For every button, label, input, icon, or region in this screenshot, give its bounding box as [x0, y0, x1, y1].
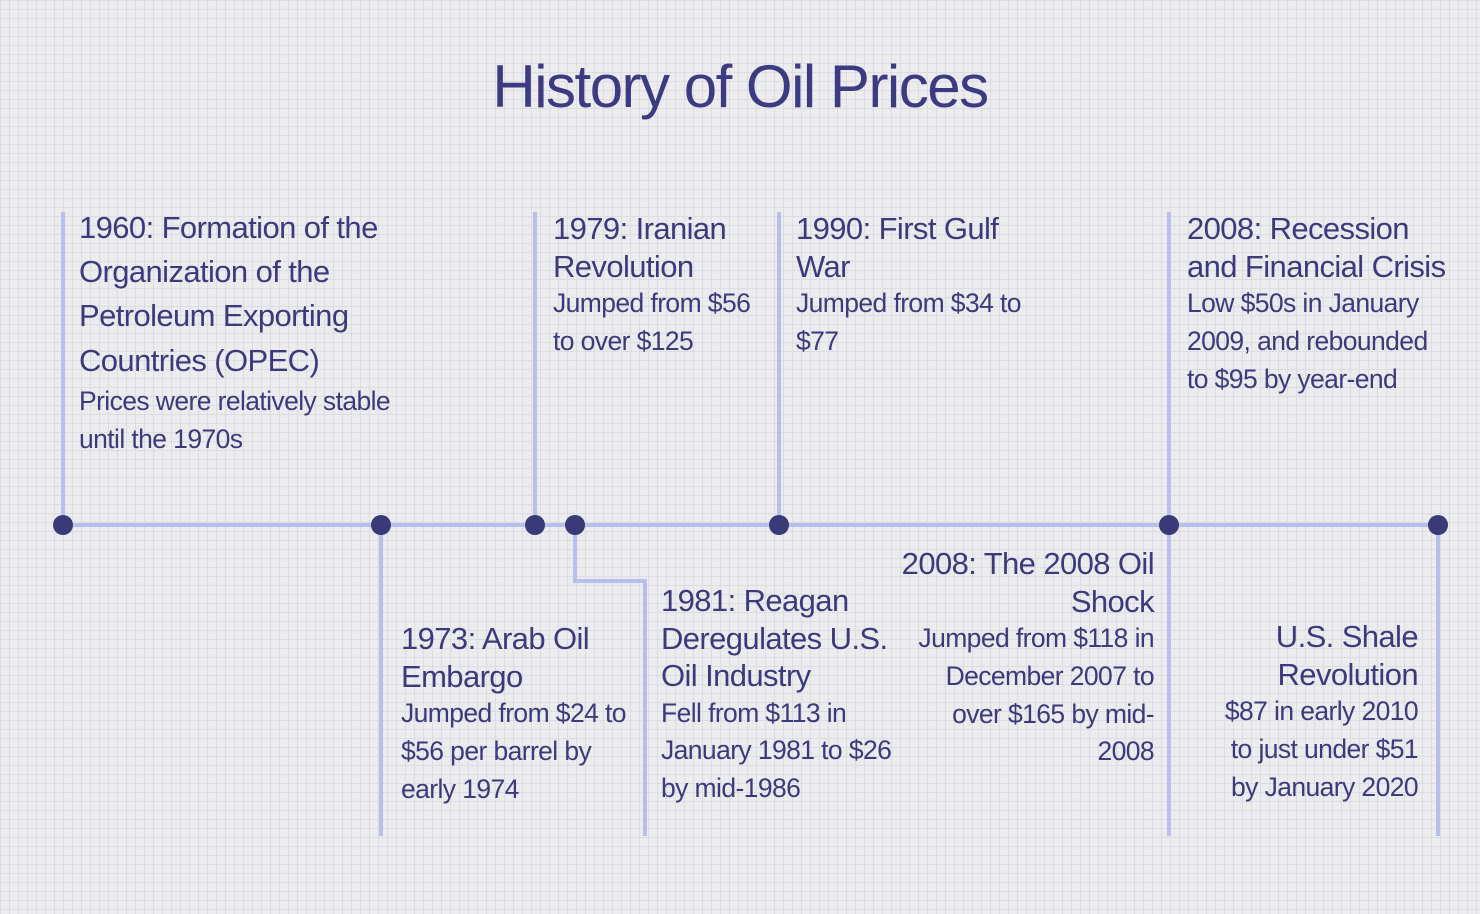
connector-1981: [573, 525, 647, 836]
event-body: Jumped from $24 to $56 per barrel by ear…: [401, 698, 626, 804]
event-heading: 2008: The 2008 Oil Shock: [901, 546, 1155, 619]
event-body: Jumped from $118 in December 2007 to ove…: [918, 623, 1154, 767]
event-body: Fell from $113 in January 1981 to $26 by…: [661, 697, 892, 804]
timeline-dot-1981: [565, 515, 585, 535]
timeline-dot-1960: [53, 515, 73, 535]
event-heading: U.S. Shale Revolution: [1275, 619, 1419, 692]
event-body: Jumped from $34 to $77: [796, 288, 1021, 356]
event-1979: 1979: Iranian Revolution Jumped from $56…: [553, 210, 768, 361]
event-1960: 1960: Formation of the Organization of t…: [79, 206, 409, 458]
event-2008-oil-shock: 2008: The 2008 Oil Shock Jumped from $11…: [900, 545, 1155, 771]
event-heading: 1960: Formation of the Organization of t…: [79, 210, 378, 378]
event-heading: 1979: Iranian Revolution: [553, 211, 727, 284]
event-shale: U.S. Shale Revolution $87 in early 2010 …: [1220, 618, 1419, 806]
event-body: Prices were relatively stable until the …: [79, 385, 391, 454]
event-heading: 1973: Arab Oil Embargo: [401, 621, 590, 694]
event-1981: 1981: Reagan Deregulates U.S. Oil Indust…: [661, 582, 911, 808]
event-2008-recession: 2008: Recession and Financial Crisis Low…: [1187, 210, 1447, 398]
event-1973: 1973: Arab Oil Embargo Jumped from $24 t…: [401, 620, 631, 808]
timeline-dot-1973: [371, 515, 391, 535]
timeline-dot-1979: [525, 515, 545, 535]
page-title: History of Oil Prices: [492, 53, 989, 120]
event-1990: 1990: First Gulf War Jumped from $34 to …: [796, 210, 1051, 361]
event-heading: 1981: Reagan Deregulates U.S. Oil Indust…: [661, 583, 888, 693]
event-body: Low $50s in January 2009, and rebounded …: [1187, 288, 1428, 394]
event-heading: 1990: First Gulf War: [796, 211, 999, 284]
event-body: Jumped from $56 to over $125: [553, 288, 751, 356]
event-body: $87 in early 2010 to just under $51 by J…: [1224, 696, 1419, 802]
timeline-dot-1990: [769, 515, 789, 535]
timeline-dot-shale: [1428, 515, 1448, 535]
timeline-dot-2008: [1159, 515, 1179, 535]
event-heading: 2008: Recession and Financial Crisis: [1187, 211, 1446, 284]
